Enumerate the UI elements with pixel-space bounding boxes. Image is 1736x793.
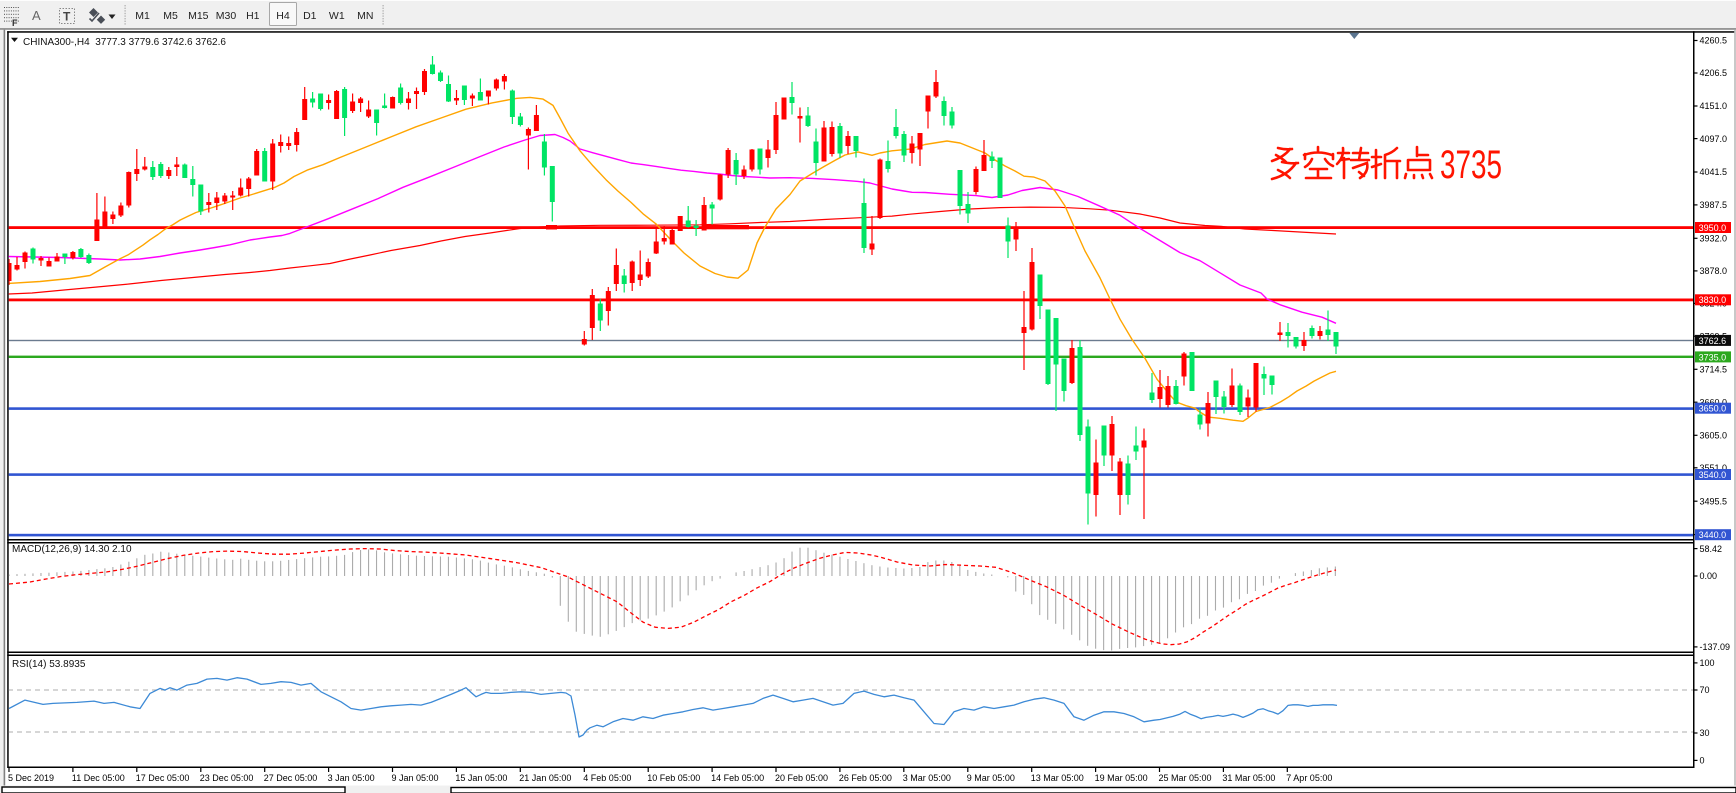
svg-text:15 Jan 05:00: 15 Jan 05:00 <box>455 773 507 783</box>
svg-text:3 Mar 05:00: 3 Mar 05:00 <box>903 773 951 783</box>
svg-text:H1: H1 <box>246 10 260 22</box>
svg-text:21 Jan 05:00: 21 Jan 05:00 <box>519 773 571 783</box>
svg-text:3735: 3735 <box>1440 143 1502 187</box>
svg-text:M15: M15 <box>188 10 209 22</box>
svg-text:4206.5: 4206.5 <box>1700 68 1728 78</box>
svg-text:9 Mar 05:00: 9 Mar 05:00 <box>967 773 1015 783</box>
svg-text:7 Apr 05:00: 7 Apr 05:00 <box>1286 773 1332 783</box>
svg-text:31 Mar 05:00: 31 Mar 05:00 <box>1222 773 1275 783</box>
svg-text:D1: D1 <box>303 10 317 22</box>
svg-text:H4: H4 <box>276 10 290 22</box>
svg-text:A: A <box>32 8 41 23</box>
svg-text:T: T <box>63 10 71 24</box>
svg-text:3714.5: 3714.5 <box>1700 365 1728 375</box>
svg-text:MN: MN <box>357 10 373 22</box>
svg-text:-137.09: -137.09 <box>1700 642 1731 652</box>
svg-text:26 Feb 05:00: 26 Feb 05:00 <box>839 773 892 783</box>
svg-text:3660.0: 3660.0 <box>1700 397 1728 407</box>
svg-text:3950.0: 3950.0 <box>1699 223 1727 233</box>
svg-text:0.00: 0.00 <box>1700 571 1718 581</box>
svg-text:30: 30 <box>1700 728 1710 738</box>
svg-text:4097.0: 4097.0 <box>1700 134 1728 144</box>
svg-text:27 Dec 05:00: 27 Dec 05:00 <box>264 773 318 783</box>
svg-text:3932.0: 3932.0 <box>1700 234 1728 244</box>
svg-text:3735.0: 3735.0 <box>1699 352 1727 362</box>
svg-text:70: 70 <box>1700 685 1710 695</box>
svg-text:M30: M30 <box>216 10 237 22</box>
svg-text:11 Dec 05:00: 11 Dec 05:00 <box>72 773 125 783</box>
svg-text:3830.0: 3830.0 <box>1699 295 1727 305</box>
svg-text:9 Jan 05:00: 9 Jan 05:00 <box>392 773 439 783</box>
svg-text:3440.0: 3440.0 <box>1699 530 1727 540</box>
svg-text:MACD(12,26,9) 14.30 2.10: MACD(12,26,9) 14.30 2.10 <box>12 544 132 555</box>
svg-text:5 Dec 2019: 5 Dec 2019 <box>8 773 54 783</box>
svg-text:4260.5: 4260.5 <box>1700 36 1728 46</box>
svg-text:CHINA300-,H4 3777.3 3779.6 37: CHINA300-,H4 3777.3 3779.6 3742.6 3762.6 <box>23 37 226 48</box>
svg-text:13 Mar 05:00: 13 Mar 05:00 <box>1031 773 1084 783</box>
svg-text:M1: M1 <box>135 10 150 22</box>
svg-text:3551.0: 3551.0 <box>1700 463 1728 473</box>
svg-text:19 Mar 05:00: 19 Mar 05:00 <box>1095 773 1148 783</box>
svg-text:3540.0: 3540.0 <box>1699 470 1727 480</box>
svg-text:3495.5: 3495.5 <box>1700 496 1728 506</box>
svg-text:23 Dec 05:00: 23 Dec 05:00 <box>200 773 254 783</box>
svg-text:4041.5: 4041.5 <box>1700 167 1728 177</box>
svg-text:W1: W1 <box>329 10 345 22</box>
svg-text:4151.0: 4151.0 <box>1700 101 1728 111</box>
svg-text:3650.0: 3650.0 <box>1699 404 1727 414</box>
svg-text:3878.0: 3878.0 <box>1700 266 1728 276</box>
svg-text:M5: M5 <box>163 10 178 22</box>
svg-text:3605.0: 3605.0 <box>1700 431 1728 441</box>
svg-text:3987.5: 3987.5 <box>1700 200 1728 210</box>
svg-text:14 Feb 05:00: 14 Feb 05:00 <box>711 773 764 783</box>
svg-text:10 Feb 05:00: 10 Feb 05:00 <box>647 773 700 783</box>
svg-text:20 Feb 05:00: 20 Feb 05:00 <box>775 773 828 783</box>
svg-text:0: 0 <box>1700 756 1705 766</box>
svg-text:F: F <box>12 18 18 28</box>
svg-text:17 Dec 05:00: 17 Dec 05:00 <box>136 773 190 783</box>
svg-text:100: 100 <box>1700 658 1715 668</box>
svg-text:3762.6: 3762.6 <box>1699 336 1727 346</box>
svg-text:25 Mar 05:00: 25 Mar 05:00 <box>1159 773 1212 783</box>
svg-text:4 Feb 05:00: 4 Feb 05:00 <box>583 773 631 783</box>
svg-text:58.42: 58.42 <box>1700 544 1723 554</box>
svg-text:RSI(14) 53.8935: RSI(14) 53.8935 <box>12 659 86 670</box>
svg-text:3 Jan 05:00: 3 Jan 05:00 <box>328 773 375 783</box>
